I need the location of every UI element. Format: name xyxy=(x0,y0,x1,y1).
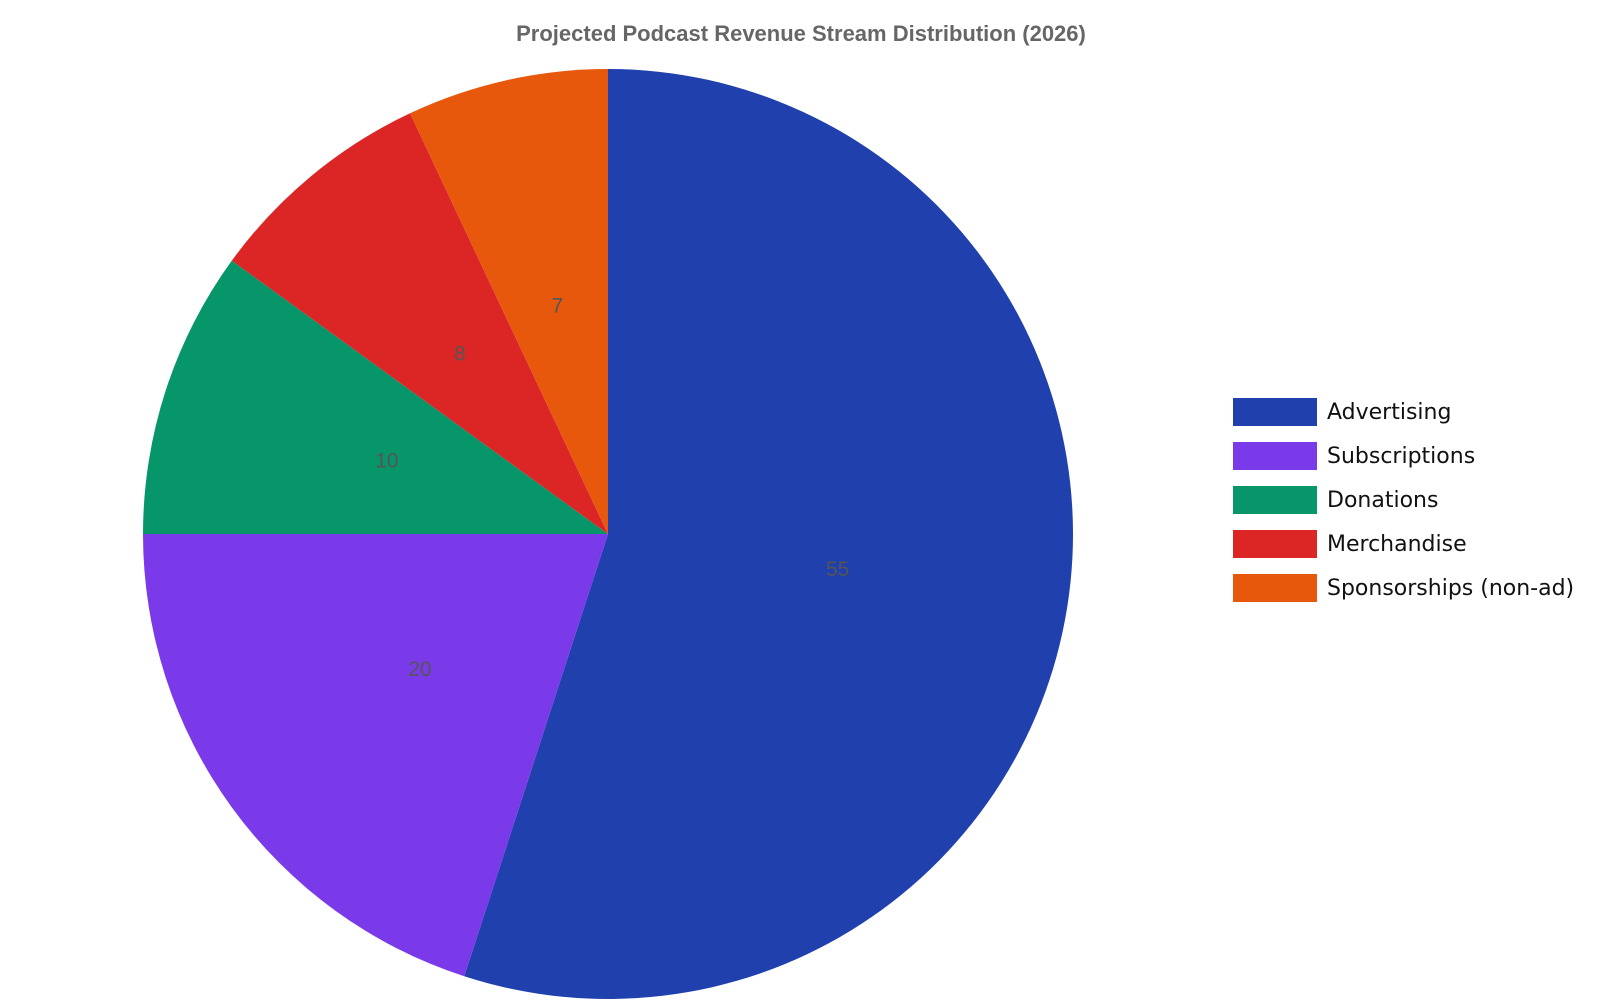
slice-label: 10 xyxy=(375,450,398,473)
legend-swatch xyxy=(1233,486,1317,514)
legend-swatch xyxy=(1233,574,1317,602)
legend-label: Subscriptions xyxy=(1327,444,1475,469)
legend-label: Donations xyxy=(1327,488,1438,513)
chart-title: Projected Podcast Revenue Stream Distrib… xyxy=(516,21,1086,46)
slice-label: 20 xyxy=(408,658,431,681)
pie-slice xyxy=(410,69,608,534)
slice-label: 8 xyxy=(454,342,466,365)
legend-swatch xyxy=(1233,530,1317,558)
pie-slice xyxy=(464,69,1073,999)
legend-label: Advertising xyxy=(1327,400,1451,425)
legend-label: Merchandise xyxy=(1327,532,1467,557)
slice-label: 55 xyxy=(826,558,849,581)
pie-slice xyxy=(143,534,608,977)
legend-label: Sponsorships (non-ad) xyxy=(1327,576,1574,601)
legend-swatch xyxy=(1233,442,1317,470)
pie-slice xyxy=(231,113,608,534)
pie-slice xyxy=(143,260,608,534)
slice-label: 7 xyxy=(551,295,563,318)
legend-swatch xyxy=(1233,398,1317,426)
